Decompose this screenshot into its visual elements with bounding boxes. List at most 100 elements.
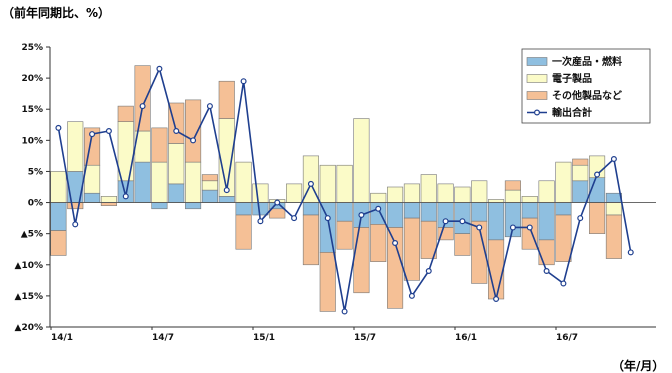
- total-point: [610, 156, 617, 163]
- x-tick-label: 15/1: [253, 333, 275, 343]
- bar-primary: [185, 202, 202, 210]
- total-point: [560, 280, 567, 287]
- bar-electronics: [336, 164, 353, 203]
- bar-primary: [50, 202, 67, 231]
- bar-electronics: [387, 186, 404, 203]
- total-point: [72, 221, 79, 228]
- bar-chemical: [572, 158, 589, 166]
- bar-chemical: [302, 214, 319, 266]
- bar-primary: [252, 202, 269, 216]
- total-point: [223, 187, 230, 194]
- bar-primary: [538, 202, 555, 241]
- total-point: [274, 199, 281, 206]
- total-point: [55, 124, 62, 131]
- bar-chemical: [269, 208, 286, 219]
- total-point: [375, 205, 382, 212]
- bar-electronics: [252, 183, 269, 203]
- legend-swatch-electronics: [526, 74, 548, 83]
- bar-electronics: [286, 183, 303, 203]
- total-point: [206, 103, 213, 110]
- period-label: （年/月）: [612, 358, 664, 373]
- bar-electronics: [555, 161, 572, 203]
- total-point: [476, 224, 483, 231]
- legend-swatch-marker: [533, 109, 540, 116]
- bar-primary: [521, 202, 538, 219]
- bar-electronics: [50, 171, 67, 203]
- bar-electronics: [319, 164, 336, 203]
- bar-electronics: [100, 196, 117, 203]
- y-tick-label: 20%: [21, 74, 43, 84]
- bar-primary: [134, 161, 151, 203]
- unit-label: （前年同期比、%）: [2, 5, 110, 20]
- bar-chemical: [589, 202, 606, 234]
- bar-primary: [218, 196, 235, 203]
- bar-electronics: [521, 196, 538, 203]
- bar-electronics: [353, 118, 370, 203]
- total-point: [358, 212, 365, 219]
- bar-chemical: [403, 217, 420, 281]
- total-point: [156, 65, 163, 72]
- bar-chemical: [201, 174, 218, 182]
- bar-electronics: [605, 202, 622, 216]
- bar-electronics: [488, 199, 505, 203]
- legend-swatch-primary: [526, 57, 548, 66]
- bar-primary: [336, 202, 353, 222]
- total-point: [577, 215, 584, 222]
- bar-primary: [403, 202, 420, 219]
- y-tick-label: ▲15%: [15, 292, 43, 302]
- total-point: [324, 215, 331, 222]
- bar-chemical: [605, 214, 622, 259]
- total-point: [291, 215, 298, 222]
- y-tick-label: 25%: [21, 43, 43, 53]
- bar-chemical: [67, 202, 84, 210]
- x-tick-label: 16/1: [455, 333, 477, 343]
- x-tick-label: 16/7: [556, 333, 578, 343]
- bar-primary: [387, 202, 404, 228]
- bar-chemical: [420, 220, 437, 259]
- bar-primary: [302, 202, 319, 216]
- bar-primary: [471, 202, 488, 222]
- bar-chemical: [353, 227, 370, 294]
- total-point: [257, 218, 264, 225]
- bar-electronics: [437, 183, 454, 203]
- bar-chemical: [387, 227, 404, 309]
- total-point: [341, 308, 348, 315]
- bar-primary: [488, 202, 505, 241]
- y-tick-label: 15%: [21, 105, 43, 115]
- bar-chemical: [218, 80, 235, 119]
- bar-electronics: [504, 189, 521, 203]
- bar-primary: [151, 202, 168, 210]
- total-point: [493, 296, 500, 303]
- bar-electronics: [117, 121, 134, 182]
- bar-chemical: [134, 65, 151, 132]
- y-tick-label: ▲20%: [15, 323, 43, 333]
- total-point: [594, 171, 601, 178]
- total-point: [122, 193, 129, 200]
- y-tick-label: ▲10%: [15, 261, 43, 271]
- x-tick-label: 14/7: [152, 333, 174, 343]
- total-point: [442, 218, 449, 225]
- total-point: [190, 137, 197, 144]
- total-point: [240, 78, 247, 85]
- bar-chemical: [504, 180, 521, 191]
- bar-primary: [555, 202, 572, 216]
- total-point: [307, 180, 314, 187]
- bar-primary: [454, 202, 471, 234]
- total-export-line: [55, 65, 634, 315]
- bar-primary: [504, 202, 521, 238]
- bar-electronics: [572, 164, 589, 182]
- total-point: [425, 268, 432, 275]
- bar-chemical: [454, 233, 471, 256]
- bar-chemical: [370, 224, 387, 262]
- bar-chemical: [488, 239, 505, 300]
- bar-primary: [572, 180, 589, 203]
- bar-chemical: [50, 230, 67, 256]
- bar-chemical: [538, 239, 555, 266]
- bar-primary: [605, 192, 622, 203]
- bar-electronics: [538, 180, 555, 203]
- total-point: [627, 249, 634, 256]
- y-tick-label: 10%: [21, 136, 43, 146]
- bar-chemical: [151, 127, 168, 163]
